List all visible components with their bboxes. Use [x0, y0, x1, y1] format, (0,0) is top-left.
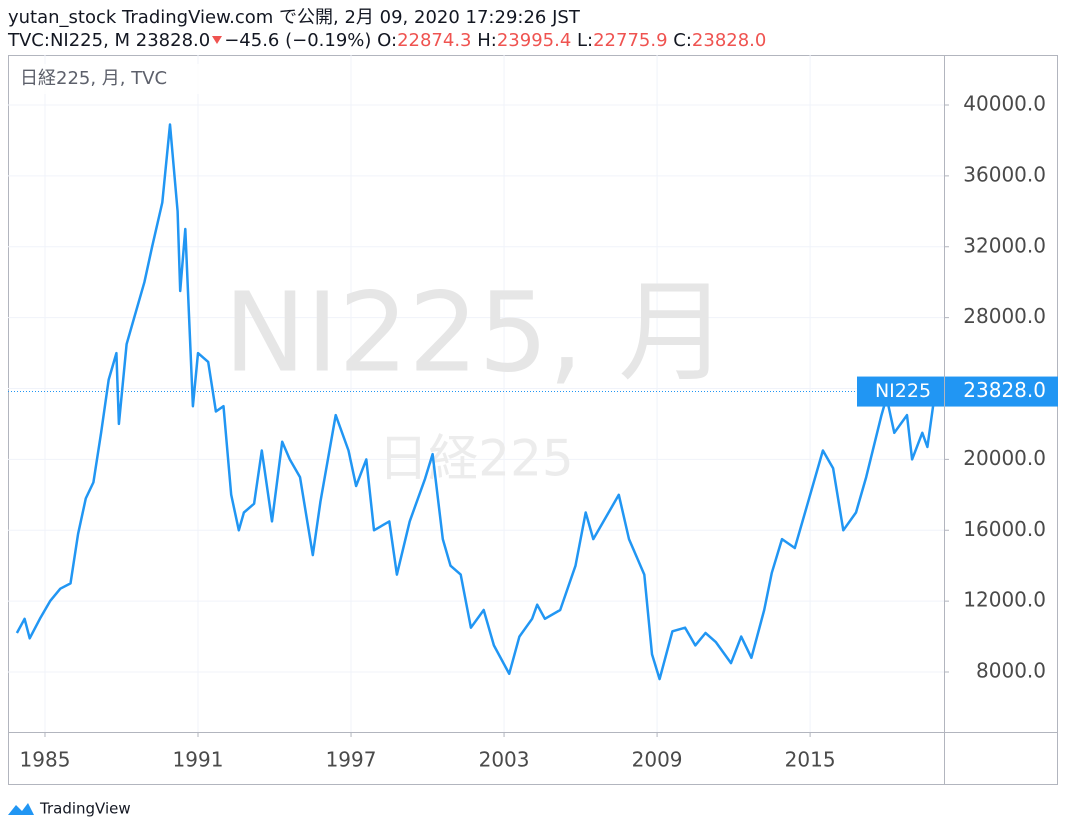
- grid: [8, 55, 944, 732]
- c-label: C:: [673, 30, 692, 51]
- change: −45.6 (−0.19%): [224, 30, 372, 51]
- quote-line: TVC:NI225, M 23828.0 −45.6 (−0.19%) O:228…: [8, 29, 766, 52]
- price-tag: [945, 376, 1058, 407]
- symbol: TVC:NI225, M 23828.0: [8, 30, 211, 51]
- watermark-sub: 日経225: [378, 430, 573, 488]
- name-tag: [857, 376, 944, 407]
- legend-bg: [12, 64, 202, 94]
- o-value: 22874.3: [397, 30, 472, 51]
- h-value: 23995.4: [496, 30, 572, 51]
- x-tick-label: 2003: [479, 748, 530, 772]
- y-tick-label: 40000.0: [963, 92, 1046, 116]
- h-label: H:: [477, 30, 497, 51]
- y-tick-label: 20000.0: [963, 446, 1046, 470]
- x-tick-label: 1991: [173, 748, 224, 772]
- y-tick-label: 8000.0: [976, 659, 1046, 683]
- publish-line: yutan_stock TradingView.com で公開, 2月 09, …: [8, 7, 580, 28]
- logo-text: TradingView: [39, 800, 131, 818]
- x-tick-label: 2015: [785, 748, 836, 772]
- x-tick-label: 1997: [326, 748, 377, 772]
- x-tick-label: 2009: [632, 748, 683, 772]
- o-label: O:: [377, 30, 398, 51]
- price-line: [15, 123, 937, 681]
- l-label: L:: [577, 30, 594, 51]
- legend: 日経225, 月, TVC: [20, 68, 167, 89]
- x-tick-label: 1985: [20, 748, 71, 772]
- name-tag-label: NI225: [875, 380, 931, 402]
- y-tick-label: 12000.0: [963, 588, 1046, 612]
- watermark: NI225, 月: [224, 268, 729, 396]
- y-tick-label: 36000.0: [963, 162, 1046, 186]
- y-tick-label: 16000.0: [963, 517, 1046, 541]
- frame: [8, 55, 1058, 785]
- price-tag-label: 23828.0: [963, 378, 1046, 402]
- y-tick-label: 28000.0: [963, 304, 1046, 328]
- c-value: 23828.0: [691, 30, 767, 51]
- y-tick-label: 32000.0: [963, 233, 1046, 257]
- header: yutan_stock TradingView.com で公開, 2月 09, …: [8, 6, 766, 52]
- logo-icon: [8, 803, 34, 815]
- down-arrow: [212, 36, 223, 44]
- logo: TradingView: [8, 800, 131, 818]
- l-value: 22775.9: [593, 30, 668, 51]
